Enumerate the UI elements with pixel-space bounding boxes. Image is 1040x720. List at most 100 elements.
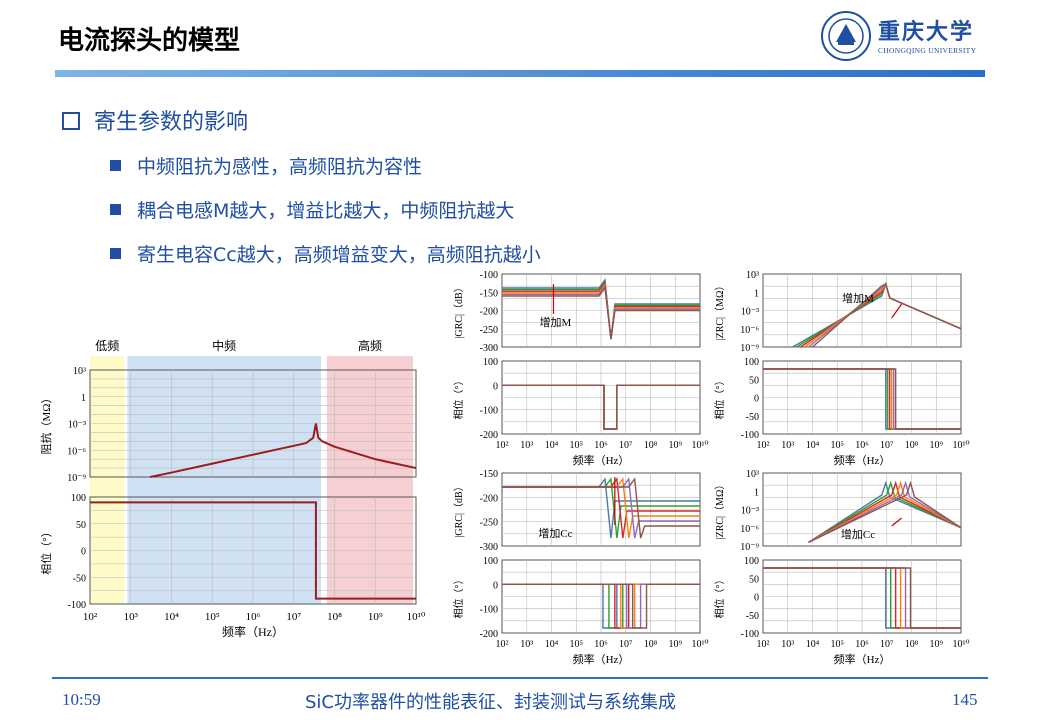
y-axis-label: 相位（°）	[452, 376, 465, 420]
x-tick-label: 10⁴	[545, 440, 559, 451]
x-tick-label: 10⁸	[644, 639, 658, 650]
y-tick-label: 0	[493, 381, 498, 392]
y-tick-label: 0	[754, 394, 759, 405]
x-tick-label: 10⁸	[327, 611, 342, 623]
footer-divider	[52, 677, 988, 679]
y-tick-label: 10³	[746, 270, 759, 281]
annotation-label: 增加Cc	[538, 526, 572, 540]
x-tick-label: 10⁷	[286, 611, 301, 623]
y-tick-label: 100	[483, 357, 498, 368]
gain-or-impedance-curve	[808, 480, 962, 543]
x-tick-label: 10⁸	[905, 440, 919, 451]
y-tick-label: 0	[754, 593, 759, 604]
x-tick-label: 10⁹	[669, 639, 683, 650]
x-tick-label: 10⁵	[831, 639, 845, 650]
y-tick-label: 1	[754, 487, 759, 498]
annotation-arrow	[891, 303, 903, 319]
y-tick-label: -250	[480, 518, 498, 529]
y-tick-label: -50	[746, 412, 759, 423]
y-tick-label: 10⁻⁹	[67, 473, 86, 484]
x-axis-label: 频率（Hz）	[834, 453, 891, 467]
y-tick-label: 100	[71, 493, 86, 504]
logo-name-cn: 重庆大学	[878, 19, 975, 45]
y-tick-label: 10⁻⁹	[740, 542, 759, 553]
y-tick-label: -200	[480, 307, 498, 318]
gain-or-impedance-curve	[502, 477, 700, 539]
y-tick-label: 10⁻³	[741, 307, 759, 318]
y-tick-label: 10⁻⁶	[67, 446, 86, 457]
x-tick-label: 10⁴	[545, 639, 559, 650]
bullet-text: 耦合电感M越大，增益比越大，中频阻抗越大	[137, 200, 515, 222]
y-axis-label: 相位（°）	[713, 575, 726, 619]
x-tick-label: 10⁵	[831, 440, 845, 451]
x-tick-label: 10³	[124, 611, 139, 623]
annotation-label: 增加M	[842, 291, 874, 305]
gain-or-impedance-curve	[808, 282, 962, 348]
x-tick-label: 10⁴	[806, 440, 820, 451]
x-tick-label: 10⁹	[368, 611, 383, 623]
phase-curve	[502, 384, 700, 430]
page-number: 145	[952, 690, 978, 709]
y-tick-label: -100	[741, 430, 759, 441]
x-tick-label: 10⁶	[855, 440, 869, 451]
y-axis-label: |ZRC|（MΩ）	[714, 480, 726, 540]
y-tick-label: -100	[741, 629, 759, 640]
x-tick-label: 10⁷	[619, 440, 633, 451]
logo-name-en: CHONGQING UNIVERSITY	[878, 46, 977, 55]
y-tick-label: -150	[480, 288, 498, 299]
band-label: 高频	[358, 338, 382, 353]
y-axis-label: |GRC|（dB）	[453, 282, 465, 338]
y-tick-label: 10³	[73, 366, 86, 377]
y-tick-label: -100	[68, 600, 86, 611]
seal-icon	[821, 11, 871, 61]
band-label: 中频	[212, 338, 236, 353]
x-tick-label: 10²	[83, 611, 98, 623]
x-tick-label: 10⁹	[930, 639, 944, 650]
x-tick-label: 10⁵	[570, 440, 584, 451]
gain-or-impedance-curve	[800, 282, 962, 348]
x-tick-label: 10¹⁰	[691, 639, 708, 650]
phase-curve	[90, 501, 416, 600]
y-tick-label: 1	[81, 393, 86, 404]
y-axis-label: |ZRC|（MΩ）	[714, 281, 726, 341]
x-tick-label: 10⁵	[205, 611, 220, 623]
bullet-item: 耦合电感M越大，增益比越大，中频阻抗越大	[110, 196, 514, 223]
phase-curve	[763, 567, 961, 629]
x-tick-label: 10¹⁰	[952, 440, 969, 451]
section-heading: 寄生参数的影响	[62, 104, 248, 136]
gain-or-impedance-curve	[808, 480, 962, 543]
square-bullet-icon	[110, 248, 121, 259]
x-tick-label: 10²	[757, 639, 770, 650]
x-tick-label: 10⁸	[644, 440, 658, 451]
impedance-curve	[149, 423, 417, 478]
y-tick-label: -300	[480, 343, 498, 354]
y-tick-label: 10⁻⁹	[740, 343, 759, 354]
bullet-text: 寄生电容Cc越大，高频增益变大，高频阻抗越小	[137, 244, 541, 266]
gain-or-impedance-curve	[808, 480, 962, 543]
y-axis-label: 阻抗（MΩ）	[40, 393, 53, 455]
band-label: 低频	[95, 339, 119, 353]
gain-or-impedance-curve	[502, 286, 700, 340]
y-tick-label: 1	[754, 288, 759, 299]
x-axis-label: 频率（Hz）	[222, 624, 284, 639]
x-tick-label: 10²	[496, 639, 509, 650]
x-axis-label: 频率（Hz）	[573, 453, 630, 467]
x-tick-label: 10⁶	[594, 639, 608, 650]
parameter-sweep-charts: -100-150-200-250-300|GRC|（dB）1000-100-20…	[452, 270, 970, 666]
y-tick-label: -150	[480, 469, 498, 480]
bullet-text: 中频阻抗为感性，高频阻抗为容性	[137, 156, 423, 178]
y-tick-label: -100	[480, 270, 498, 281]
frequency-band	[90, 356, 125, 604]
y-tick-label: 100	[483, 556, 498, 567]
footer-time: 10:59	[62, 690, 101, 709]
impedance-phase-chart: 低频 中频 高频 10² 10³ 10⁴ 10⁵ 10⁶ 10⁷ 10⁸ 10⁹ 10¹⁰ 频率（Hz）…	[40, 338, 426, 639]
x-tick-label: 10⁹	[930, 440, 944, 451]
title-divider	[55, 70, 985, 77]
y-tick-label: -200	[480, 430, 498, 441]
y-tick-label: 10³	[746, 469, 759, 480]
y-tick-label: -200	[480, 629, 498, 640]
x-tick-label: 10¹⁰	[691, 440, 708, 451]
x-tick-label: 10¹⁰	[952, 639, 969, 650]
y-axis-label: |GRC|（dB）	[453, 481, 465, 537]
x-tick-label: 10⁷	[880, 639, 894, 650]
